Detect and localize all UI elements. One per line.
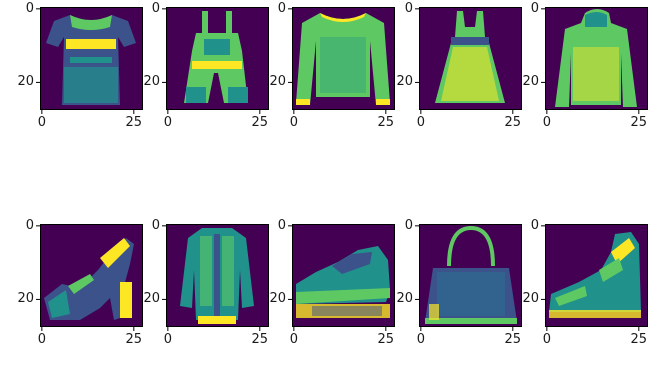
y-tick-label: 20 bbox=[522, 291, 539, 307]
y-tick-label: 20 bbox=[396, 74, 413, 90]
x-tick-label: 25 bbox=[125, 115, 143, 130]
subplot-hoodie: 0 20 0 25 bbox=[522, 1, 648, 130]
x-tick-label: 0 bbox=[289, 332, 298, 347]
y-tick-label: 0 bbox=[277, 0, 286, 16]
bag-image bbox=[425, 225, 517, 324]
y-tick-label: 20 bbox=[143, 74, 160, 90]
subplot-ankle-boot: 0 20 0 25 bbox=[522, 218, 648, 347]
axes-frame bbox=[292, 7, 395, 110]
y-tick-label: 20 bbox=[396, 291, 413, 307]
axes-frame bbox=[419, 7, 522, 110]
x-tick-label: 25 bbox=[125, 332, 143, 347]
subplot-dress: 0 20 0 25 bbox=[396, 1, 522, 130]
x-tick-label: 25 bbox=[377, 115, 395, 130]
hoodie-image bbox=[555, 9, 637, 107]
y-tick-label: 0 bbox=[277, 217, 286, 233]
y-tick-label: 20 bbox=[522, 74, 539, 90]
subplot-sneaker: 0 20 0 25 bbox=[269, 218, 395, 347]
subplot-image bbox=[36, 7, 143, 114]
x-tick-label: 0 bbox=[163, 115, 172, 130]
subplot-image bbox=[162, 224, 269, 331]
axes-frame bbox=[292, 224, 395, 327]
subplot-image bbox=[541, 7, 648, 114]
y-tick-label: 20 bbox=[269, 74, 286, 90]
sandal-image bbox=[44, 238, 134, 320]
x-tick-label: 25 bbox=[251, 332, 269, 347]
axes-frame bbox=[545, 224, 648, 327]
x-tick-label: 25 bbox=[504, 332, 522, 347]
subplot-image bbox=[162, 7, 269, 114]
subplot-sandal: 0 20 0 25 bbox=[17, 218, 143, 347]
x-tick-label: 0 bbox=[542, 332, 551, 347]
axes-frame bbox=[166, 7, 269, 110]
y-tick-label: 0 bbox=[151, 217, 160, 233]
overalls-image bbox=[184, 11, 248, 103]
axes-frame bbox=[166, 224, 269, 327]
x-tick-label: 0 bbox=[37, 332, 46, 347]
y-tick-label: 0 bbox=[404, 0, 413, 16]
y-tick-label: 0 bbox=[25, 217, 34, 233]
x-tick-label: 0 bbox=[416, 115, 425, 130]
x-tick-label: 0 bbox=[163, 332, 172, 347]
axes-frame bbox=[419, 224, 522, 327]
dress-image bbox=[435, 11, 505, 103]
x-tick-label: 25 bbox=[251, 115, 269, 130]
x-tick-label: 0 bbox=[416, 332, 425, 347]
x-tick-label: 0 bbox=[37, 115, 46, 130]
x-tick-label: 25 bbox=[630, 115, 648, 130]
ankle-boot-image bbox=[549, 232, 641, 318]
t-shirt-image bbox=[46, 15, 136, 105]
axes-frame bbox=[40, 7, 143, 110]
x-tick-label: 25 bbox=[630, 332, 648, 347]
sneaker-image bbox=[296, 246, 390, 318]
subplot-sweater: 0 20 0 25 bbox=[269, 1, 395, 130]
subplot-bag: 0 20 0 25 bbox=[396, 218, 522, 347]
subplot-image bbox=[415, 224, 522, 331]
y-tick-label: 0 bbox=[151, 0, 160, 16]
x-tick-label: 25 bbox=[377, 332, 395, 347]
subplot-image bbox=[541, 224, 648, 331]
y-tick-label: 0 bbox=[404, 217, 413, 233]
axes-frame bbox=[40, 224, 143, 327]
subplot-overalls: 0 20 0 25 bbox=[143, 1, 269, 130]
x-tick-label: 0 bbox=[542, 115, 551, 130]
axes-frame bbox=[545, 7, 648, 110]
y-tick-label: 20 bbox=[17, 291, 34, 307]
subplot-coat: 0 20 0 25 bbox=[143, 218, 269, 347]
subplot-image bbox=[415, 7, 522, 114]
subplot-image bbox=[288, 7, 395, 114]
subplot-image bbox=[36, 224, 143, 331]
sweater-image bbox=[296, 13, 390, 105]
y-tick-label: 20 bbox=[269, 291, 286, 307]
y-tick-label: 20 bbox=[17, 74, 34, 90]
x-tick-label: 0 bbox=[289, 115, 298, 130]
y-tick-label: 0 bbox=[25, 0, 34, 16]
y-tick-label: 20 bbox=[143, 291, 160, 307]
subplot-t-shirt: 0 20 0 25 bbox=[17, 1, 143, 130]
y-tick-label: 0 bbox=[530, 0, 539, 16]
subplot-image bbox=[288, 224, 395, 331]
y-tick-label: 0 bbox=[530, 217, 539, 233]
coat-image bbox=[180, 228, 254, 324]
x-tick-label: 25 bbox=[504, 115, 522, 130]
